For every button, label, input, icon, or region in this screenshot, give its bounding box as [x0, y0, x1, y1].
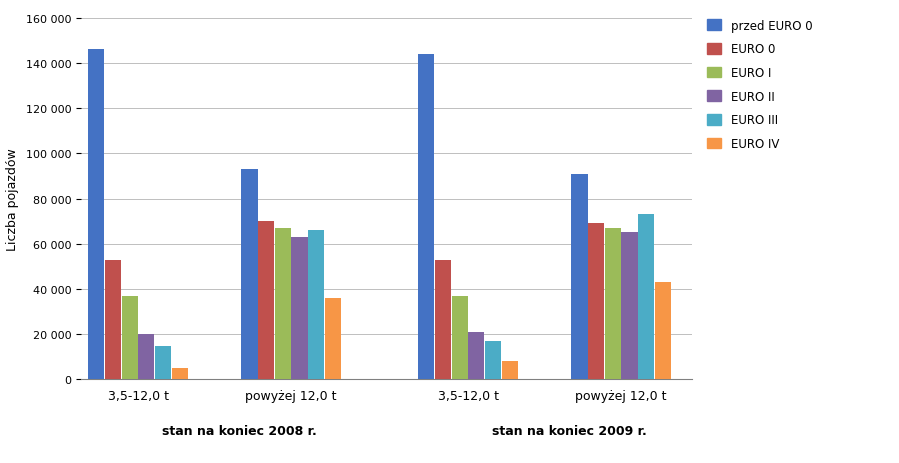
Bar: [172, 369, 188, 380]
Bar: [325, 299, 341, 380]
Text: stan na koniec 2009 r.: stan na koniec 2009 r.: [493, 424, 647, 437]
Bar: [308, 231, 325, 380]
Bar: [258, 222, 274, 380]
Bar: [638, 215, 654, 380]
Bar: [88, 50, 104, 380]
Bar: [291, 238, 307, 380]
Bar: [468, 332, 485, 380]
Bar: [621, 233, 637, 380]
Bar: [121, 296, 138, 380]
Y-axis label: Liczba pojazdów: Liczba pojazdów: [5, 148, 19, 250]
Bar: [418, 55, 434, 380]
Bar: [275, 228, 291, 380]
Bar: [435, 260, 451, 380]
Bar: [502, 362, 518, 380]
Bar: [572, 174, 588, 380]
Bar: [105, 260, 121, 380]
Bar: [485, 341, 502, 380]
Text: stan na koniec 2008 r.: stan na koniec 2008 r.: [163, 424, 317, 437]
Bar: [588, 224, 604, 380]
Bar: [155, 346, 171, 380]
Legend: przed EURO 0, EURO 0, EURO I, EURO II, EURO III, EURO IV: przed EURO 0, EURO 0, EURO I, EURO II, E…: [708, 20, 813, 150]
Bar: [241, 170, 257, 380]
Bar: [605, 228, 621, 380]
Bar: [138, 334, 155, 380]
Bar: [654, 282, 671, 380]
Bar: [451, 296, 467, 380]
